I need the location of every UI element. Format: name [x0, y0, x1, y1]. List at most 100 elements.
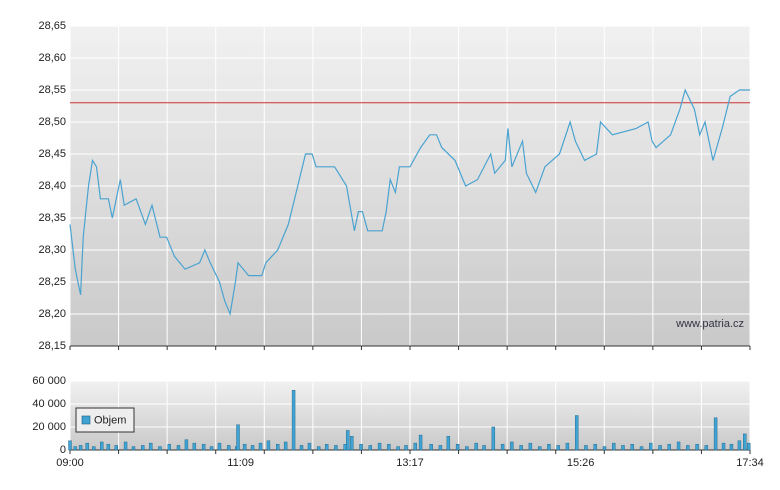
y-tick-label: 28,60 [38, 52, 66, 64]
volume-bar [73, 446, 77, 451]
volume-bar [242, 444, 247, 451]
volume-bar [746, 442, 751, 451]
y-tick-label: 28,15 [38, 340, 66, 352]
volume-bar [324, 444, 329, 451]
volume-bar [602, 446, 607, 451]
volume-bar [176, 445, 181, 451]
y-tick-label: 28,40 [38, 180, 66, 192]
volume-bar [704, 445, 709, 451]
price-line [69, 88, 750, 317]
volume-bar [78, 445, 83, 451]
y-tick-label: 28,35 [38, 212, 66, 224]
volume-bar [593, 444, 597, 451]
volume-bar [482, 445, 486, 451]
volume-bar [307, 442, 312, 451]
y-tick-label: 0 [60, 444, 66, 456]
volume-bar [621, 445, 625, 451]
y-tick-label: 28,45 [38, 148, 66, 160]
volume-bar [519, 445, 523, 451]
volume-bar [227, 445, 231, 451]
volume-bar [556, 445, 560, 451]
volume-bar [350, 436, 354, 451]
volume-bar [465, 446, 469, 451]
volume-bar [721, 442, 726, 451]
volume-bar [676, 441, 681, 451]
volume-bar [258, 442, 263, 451]
volume-bar [630, 444, 634, 451]
volume-bar [455, 444, 460, 451]
volume-bar [334, 445, 338, 451]
y-tick-label: 28,50 [38, 116, 66, 128]
volume-bar [713, 417, 718, 451]
volume-bar [612, 442, 616, 451]
volume-bar [317, 446, 321, 451]
volume-bar [737, 440, 742, 451]
y-tick-label: 28,55 [38, 84, 66, 96]
volume-bar [438, 445, 443, 451]
volume-bar [446, 436, 451, 451]
volume-bar [695, 444, 699, 451]
volume-bar [167, 444, 171, 451]
volume-bar [299, 445, 304, 451]
volume-bar [359, 444, 363, 451]
volume-bar [346, 430, 350, 451]
volume-bar [141, 445, 145, 451]
volume-bar [686, 445, 690, 451]
volume-bar [474, 442, 478, 451]
x-tick-label: 13:17 [396, 457, 424, 469]
volume-bar [123, 441, 128, 451]
volume-bar [649, 442, 653, 451]
x-tick-label: 17:34 [736, 457, 764, 469]
volume-bar [192, 442, 197, 451]
volume-bar [92, 446, 96, 451]
watermark: www.patria.cz [675, 318, 744, 330]
volume-bar [85, 442, 89, 451]
y-tick-label: 28,20 [38, 308, 66, 320]
volume-bar [291, 390, 296, 451]
volume-bar [500, 444, 505, 451]
volume-bar [158, 446, 162, 451]
y-tick-label: 60 000 [32, 375, 66, 387]
volume-bar [283, 441, 288, 451]
x-tick-label: 15:26 [567, 457, 595, 469]
volume-bar [510, 441, 514, 451]
y-tick-label: 28,65 [38, 20, 66, 32]
x-tick-label: 09:00 [56, 457, 84, 469]
y-tick-label: 40 000 [32, 398, 66, 410]
volume-bar [387, 444, 391, 451]
volume-bar [100, 441, 104, 451]
volume-bar [729, 444, 734, 451]
volume-bar [667, 444, 671, 451]
volume-bar [377, 442, 382, 451]
volume-bar [418, 434, 423, 451]
volume-bar [201, 444, 206, 451]
volume-bar [250, 445, 255, 451]
volume-bar [209, 446, 214, 451]
y-tick-label: 28,30 [38, 244, 66, 256]
volume-bar [266, 440, 271, 451]
volume-bar [574, 415, 579, 451]
volume-bar [658, 445, 662, 451]
y-tick-label: 20 000 [32, 421, 66, 433]
volume-bar [639, 446, 644, 451]
volume-bar [584, 445, 588, 451]
volume-bar [68, 440, 72, 451]
volume-bar [276, 444, 280, 451]
volume-bar [547, 444, 551, 451]
volume-bar [396, 446, 400, 451]
legend-swatch [81, 415, 91, 425]
volume-bar [565, 442, 570, 451]
volume-bar [537, 446, 542, 451]
legend-label: Objem [94, 414, 126, 426]
x-tick-label: 11:09 [227, 457, 254, 469]
volume-bar [491, 426, 496, 451]
volume-bar [114, 445, 119, 451]
volume-bar [149, 442, 153, 451]
volume-bar [217, 442, 222, 451]
y-tick-label: 28,25 [38, 276, 66, 288]
volume-bar [528, 442, 533, 451]
volume-bar [184, 439, 189, 451]
volume-bar [429, 444, 433, 451]
volume-bar [236, 424, 240, 451]
